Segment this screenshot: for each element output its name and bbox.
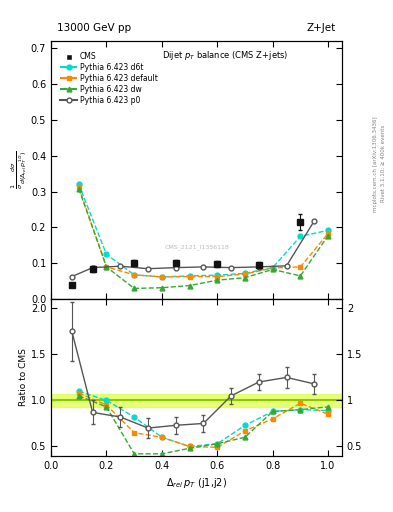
- Y-axis label: $\frac{1}{\sigma}\frac{d\sigma}{d(\Delta_{rel}\,p_T^{1/2})}$: $\frac{1}{\sigma}\frac{d\sigma}{d(\Delta…: [9, 151, 29, 189]
- Text: mcplots.cern.ch [arXiv:1306.3436]: mcplots.cern.ch [arXiv:1306.3436]: [373, 116, 378, 211]
- Legend: CMS, Pythia 6.423 d6t, Pythia 6.423 default, Pythia 6.423 dw, Pythia 6.423 p0: CMS, Pythia 6.423 d6t, Pythia 6.423 defa…: [58, 50, 160, 107]
- Text: Rivet 3.1.10; ≥ 400k events: Rivet 3.1.10; ≥ 400k events: [381, 125, 386, 202]
- Text: Z+Jet: Z+Jet: [307, 23, 336, 33]
- Text: CMS_2121_I1356118: CMS_2121_I1356118: [164, 245, 229, 250]
- X-axis label: $\Delta_{rel}\,p_T$ (j1,j2): $\Delta_{rel}\,p_T$ (j1,j2): [166, 476, 227, 490]
- Y-axis label: Ratio to CMS: Ratio to CMS: [19, 349, 28, 407]
- Text: 13000 GeV pp: 13000 GeV pp: [57, 23, 131, 33]
- Text: Dijet $p_T$ balance (CMS Z+jets): Dijet $p_T$ balance (CMS Z+jets): [162, 49, 289, 62]
- Bar: [51, 394, 342, 407]
